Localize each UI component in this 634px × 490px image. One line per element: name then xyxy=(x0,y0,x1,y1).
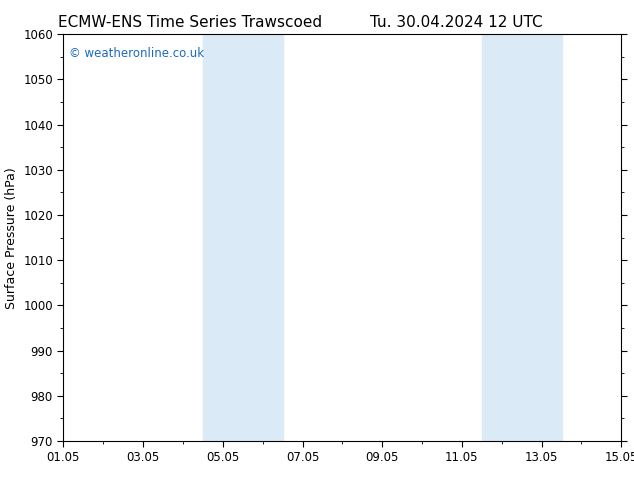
Text: © weatheronline.co.uk: © weatheronline.co.uk xyxy=(69,47,204,59)
Bar xyxy=(482,34,562,441)
Text: Tu. 30.04.2024 12 UTC: Tu. 30.04.2024 12 UTC xyxy=(370,15,543,30)
Text: ECMW-ENS Time Series Trawscoed: ECMW-ENS Time Series Trawscoed xyxy=(58,15,322,30)
Bar xyxy=(203,34,283,441)
Y-axis label: Surface Pressure (hPa): Surface Pressure (hPa) xyxy=(4,167,18,309)
